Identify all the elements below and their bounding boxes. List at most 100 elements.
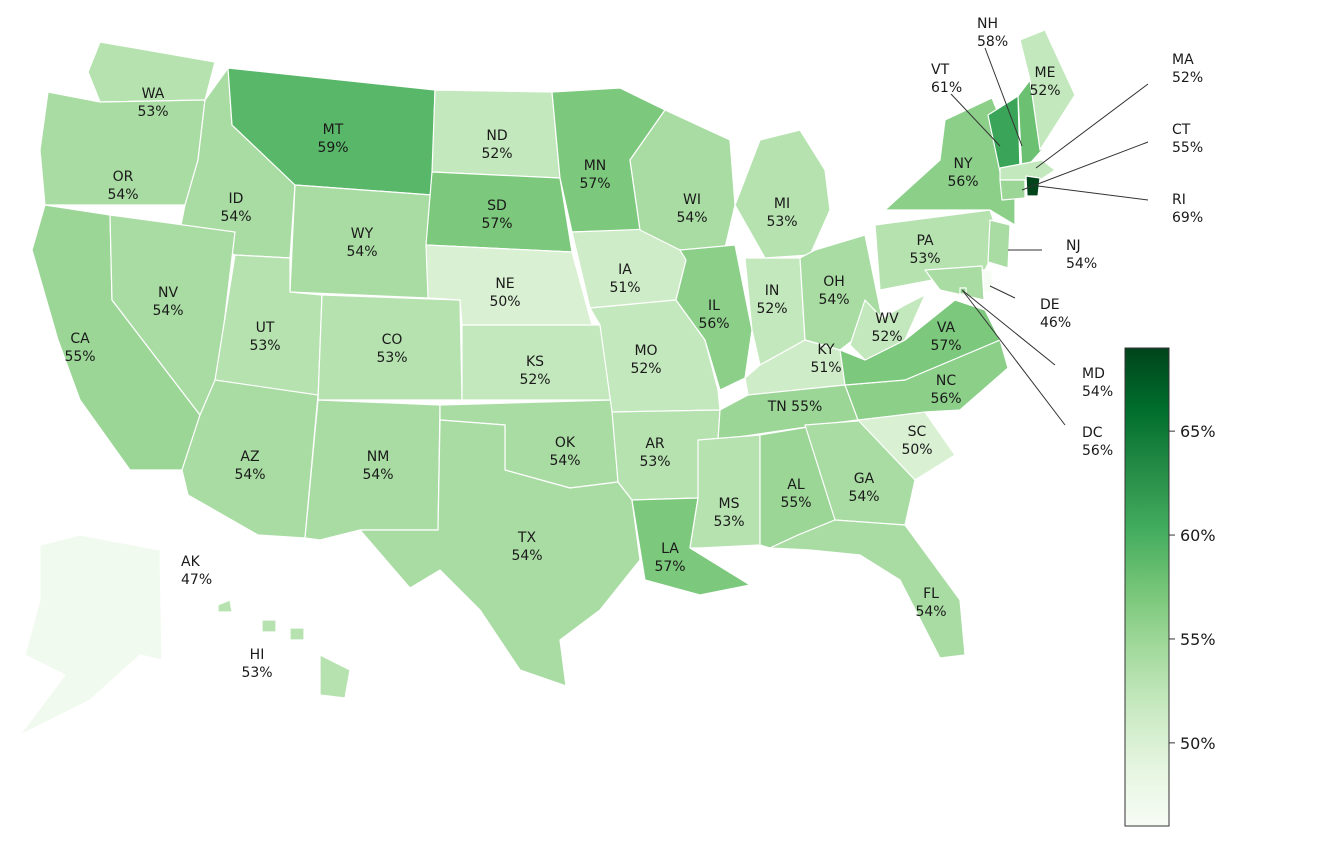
state-code: HI (250, 647, 265, 663)
state-code: MI (774, 196, 790, 212)
state-label-wa: WA 53% (137, 86, 168, 120)
state-label-wi: WI 54% (676, 192, 707, 226)
state-label-ma: MA 52% (1172, 52, 1203, 86)
state-code: MN (584, 158, 607, 174)
state-label-il: IL 56% (698, 298, 729, 332)
state-code: IL (708, 298, 720, 314)
state-label-ak: AK 47% (181, 554, 212, 588)
state-code: SD (487, 198, 507, 214)
state-code: RI (1172, 192, 1186, 208)
state-tx (359, 419, 641, 687)
state-percent: 54% (511, 548, 542, 564)
state-code: AK (181, 554, 201, 570)
state-percent: 54% (220, 209, 251, 225)
state-percent: 51% (609, 280, 640, 296)
state-percent: 53% (766, 214, 797, 230)
state-code: NJ (1066, 238, 1081, 254)
state-code: CA (70, 331, 90, 347)
state-percent: 56% (930, 391, 961, 407)
state-code: OR (113, 169, 134, 185)
state-percent: 55% (780, 495, 811, 511)
state-percent: 54% (107, 187, 138, 203)
state-wi (629, 109, 736, 251)
state-label-mn: MN 57% (579, 158, 610, 192)
state-code: OH (823, 274, 845, 290)
state-percent: 51% (810, 360, 841, 376)
state-code: CO (382, 332, 403, 348)
state-label-nm: NM 54% (362, 449, 393, 483)
state-mi (734, 129, 831, 259)
state-label-ky: KY 51% (810, 342, 841, 376)
state-percent: 54% (915, 604, 946, 620)
leader-lines (950, 47, 1149, 426)
state-code: AZ (240, 449, 259, 465)
state-code: SC (908, 424, 927, 440)
state-label-tx: TX 54% (511, 530, 542, 564)
state-percent: 55% (1172, 140, 1203, 156)
state-code: MD (1082, 366, 1105, 382)
state-label-az: AZ 54% (234, 449, 265, 483)
state-percent: 50% (901, 442, 932, 458)
state-ms (689, 434, 761, 549)
state-label-wv: WV 52% (871, 311, 902, 345)
state-percent: 57% (654, 559, 685, 575)
leader-line-md (961, 289, 1056, 366)
state-label-me: ME 52% (1029, 65, 1060, 99)
state-label-ne: NE 50% (489, 276, 520, 310)
state-label-al: AL 55% (780, 477, 811, 511)
state-percent: 52% (756, 301, 787, 317)
state-label-in: IN 52% (756, 283, 787, 317)
state-code: WA (142, 86, 165, 102)
state-percent: 53% (909, 251, 940, 267)
state-percent: 50% (489, 294, 520, 310)
state-label-va: VA 57% (930, 320, 961, 354)
leader-line-nh (984, 47, 1023, 147)
state-label-ca: CA 55% (64, 331, 95, 365)
state-code: WV (875, 311, 899, 327)
state-code: NH (977, 16, 998, 32)
state-percent: 56% (1082, 443, 1113, 459)
state-label-text: TN 55% (767, 399, 823, 415)
state-label-id: ID 54% (220, 191, 251, 225)
state-label-ri: RI 69% (1172, 192, 1203, 226)
state-hi (217, 599, 351, 699)
state-percent: 54% (152, 303, 183, 319)
state-label-sc: SC 50% (901, 424, 932, 458)
state-code: PA (916, 233, 934, 249)
state-percent: 52% (519, 372, 550, 388)
state-ak (19, 534, 163, 736)
state-label-or: OR 54% (107, 169, 138, 203)
state-code: CT (1172, 122, 1191, 138)
leader-line-ct (1021, 141, 1149, 191)
state-label-mi: MI 53% (766, 196, 797, 230)
state-code: VA (937, 320, 956, 336)
state-label-ks: KS 52% (519, 354, 550, 388)
state-code: NY (953, 156, 972, 172)
state-percent: 58% (977, 34, 1008, 50)
state-percent: 52% (481, 146, 512, 162)
state-percent: 56% (698, 316, 729, 332)
state-label-de: DE 46% (1040, 297, 1071, 331)
state-code: NE (495, 276, 514, 292)
state-percent: 53% (639, 454, 670, 470)
state-label-co: CO 53% (376, 332, 407, 366)
state-code: NM (367, 449, 390, 465)
state-label-nc: NC 56% (930, 373, 961, 407)
colorbar-gradient (1124, 347, 1170, 827)
state-code: MA (1172, 52, 1194, 68)
state-code: GA (854, 471, 875, 487)
state-percent: 52% (1172, 70, 1203, 86)
state-percent: 54% (1066, 256, 1097, 272)
state-percent: 53% (713, 514, 744, 530)
state-percent: 54% (234, 467, 265, 483)
state-label-ar: AR 53% (639, 436, 670, 470)
colorbar-tick-label: 55% (1180, 630, 1216, 649)
state-percent: 54% (818, 292, 849, 308)
state-label-ny: NY 56% (947, 156, 978, 190)
state-code: WY (351, 226, 374, 242)
state-percent: 69% (1172, 210, 1203, 226)
state-label-oh: OH 54% (818, 274, 849, 308)
state-code: WI (683, 192, 701, 208)
